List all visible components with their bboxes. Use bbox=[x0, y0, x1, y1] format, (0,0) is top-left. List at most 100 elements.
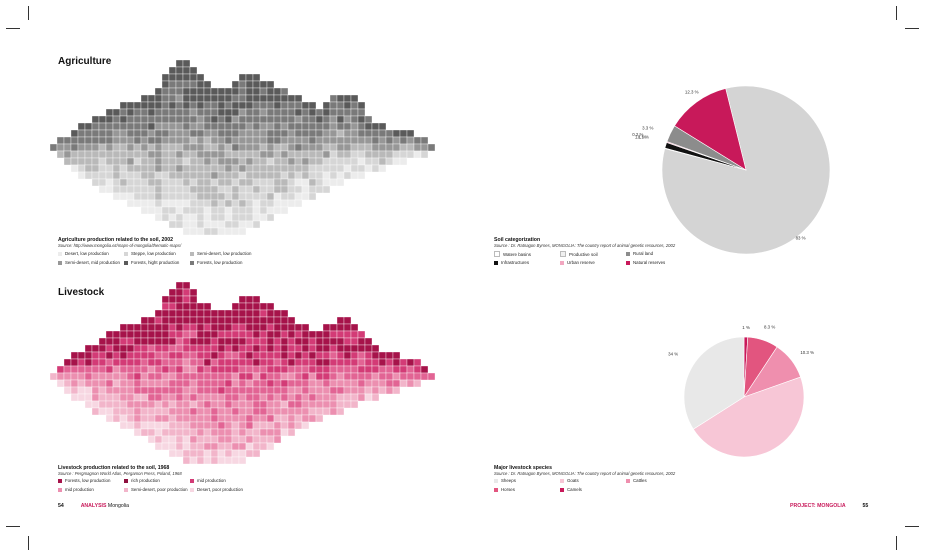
map-cell bbox=[70, 386, 79, 395]
map-cell bbox=[126, 171, 135, 180]
map-cell bbox=[280, 157, 289, 166]
map-cell bbox=[308, 372, 317, 381]
map-cell bbox=[168, 94, 177, 103]
map-cell bbox=[189, 337, 198, 346]
map-cell bbox=[329, 157, 338, 166]
map-cell bbox=[231, 393, 240, 402]
map-cell bbox=[252, 302, 261, 311]
map-cell bbox=[147, 101, 156, 110]
map-cell bbox=[378, 358, 387, 367]
map-cell bbox=[322, 171, 331, 180]
map-cell bbox=[357, 129, 366, 138]
map-cell bbox=[364, 129, 373, 138]
map-cell bbox=[189, 330, 198, 339]
map-cell bbox=[231, 143, 240, 152]
map-cell bbox=[357, 150, 366, 159]
map-cell bbox=[126, 386, 135, 395]
map-cell bbox=[175, 358, 184, 367]
map-cell bbox=[63, 372, 72, 381]
map-cell bbox=[112, 150, 121, 159]
map-cell bbox=[231, 101, 240, 110]
map-cell bbox=[133, 386, 142, 395]
map-cell bbox=[112, 108, 121, 117]
map-cell bbox=[322, 129, 331, 138]
map-cell bbox=[231, 344, 240, 353]
map-cell bbox=[385, 365, 394, 374]
map-cell bbox=[182, 59, 191, 68]
map-cell bbox=[273, 407, 282, 416]
map-cell bbox=[273, 379, 282, 388]
map-cell bbox=[182, 295, 191, 304]
map-cell bbox=[154, 108, 163, 117]
map-cell bbox=[322, 351, 331, 360]
map-cell bbox=[287, 185, 296, 194]
map-cell bbox=[238, 94, 247, 103]
map-cell bbox=[175, 351, 184, 360]
map-cell bbox=[210, 101, 219, 110]
map-cell bbox=[280, 115, 289, 124]
legend-item: Camels bbox=[560, 487, 582, 492]
map-cell bbox=[273, 87, 282, 96]
map-cell bbox=[287, 129, 296, 138]
legend-swatch bbox=[494, 478, 498, 483]
map-cell bbox=[140, 400, 149, 409]
map-cell bbox=[91, 372, 100, 381]
legend-label: Forests, low production bbox=[65, 478, 111, 483]
map-cell bbox=[140, 171, 149, 180]
map-cell bbox=[84, 358, 93, 367]
map-cell bbox=[98, 407, 107, 416]
map-cell bbox=[168, 379, 177, 388]
map-cell bbox=[266, 87, 275, 96]
map-cell bbox=[336, 129, 345, 138]
map-cell bbox=[161, 143, 170, 152]
map-cell bbox=[280, 414, 289, 423]
map-cell bbox=[273, 365, 282, 374]
map-cell bbox=[266, 185, 275, 194]
map-cell bbox=[336, 101, 345, 110]
map-cell bbox=[238, 456, 247, 465]
map-cell bbox=[91, 386, 100, 395]
map-cell bbox=[259, 400, 268, 409]
map-cell bbox=[287, 171, 296, 180]
map-cell bbox=[224, 309, 233, 318]
map-cell bbox=[329, 164, 338, 173]
map-cell bbox=[210, 171, 219, 180]
map-cell bbox=[203, 227, 212, 236]
map-cell bbox=[273, 351, 282, 360]
map-cell bbox=[189, 379, 198, 388]
map-cell bbox=[245, 192, 254, 201]
map-cell bbox=[189, 136, 198, 145]
map-cell bbox=[266, 192, 275, 201]
map-cell bbox=[238, 372, 247, 381]
map-cell bbox=[231, 136, 240, 145]
crop-mark bbox=[28, 536, 29, 550]
map-cell bbox=[287, 115, 296, 124]
map-cell bbox=[322, 136, 331, 145]
map-cell bbox=[196, 94, 205, 103]
map-cell bbox=[308, 150, 317, 159]
map-cell bbox=[161, 206, 170, 215]
map-cell bbox=[301, 330, 310, 339]
map-cell bbox=[294, 164, 303, 173]
map-cell bbox=[91, 129, 100, 138]
map-cell bbox=[252, 178, 261, 187]
map-cell bbox=[182, 442, 191, 451]
map-cell bbox=[210, 206, 219, 215]
map-cell bbox=[322, 393, 331, 402]
map-cell bbox=[154, 115, 163, 124]
map-cell bbox=[147, 435, 156, 444]
map-cell bbox=[168, 365, 177, 374]
map-cell bbox=[126, 365, 135, 374]
map-cell bbox=[231, 171, 240, 180]
map-cell bbox=[420, 143, 429, 152]
map-cell bbox=[343, 316, 352, 325]
map-cell bbox=[280, 122, 289, 131]
map-cell bbox=[364, 157, 373, 166]
map-cell bbox=[357, 379, 366, 388]
map-cell bbox=[315, 122, 324, 131]
map-cell bbox=[301, 101, 310, 110]
pie-slice-label: 8.3 % bbox=[764, 325, 775, 330]
map-cell bbox=[217, 456, 226, 465]
map-cell bbox=[224, 150, 233, 159]
map-cell bbox=[70, 164, 79, 173]
